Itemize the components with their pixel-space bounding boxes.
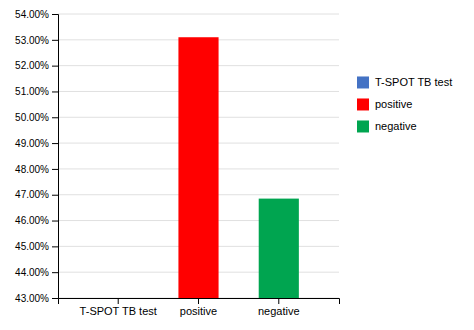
tick-mark [52,169,58,170]
tick-label: 52.00% [15,60,49,71]
y-tick: 44.00% [15,267,58,278]
bar [178,37,218,298]
legend-label: positive [375,98,412,110]
tick-label: 48.00% [15,164,49,175]
legend-swatch [357,76,369,88]
tick-label: 45.00% [15,241,49,252]
tick-mark [52,66,58,67]
tick-label: 54.00% [15,9,49,20]
bars [178,37,298,298]
tick-mark [52,246,58,247]
legend-item: T-SPOT TB test [357,76,452,88]
axis-line [59,299,340,305]
tick-mark [52,117,58,118]
y-axis: 43.00% 44.00% 45.00% 46.00% 47.00% 48.00% 49.0… [15,9,58,304]
legend-item: positive [357,98,412,110]
y-tick: 49.00% [15,138,58,149]
tick-mark [52,298,58,299]
legend-label: T-SPOT TB test [375,76,452,88]
tick-label: T-SPOT TB test [80,305,157,317]
plot: 43.00% 44.00% 45.00% 46.00% 47.00% 48.00% 49.0… [15,9,339,317]
x-tick: positive [180,298,217,317]
y-tick: 53.00% [15,35,58,46]
legend-swatch [357,98,369,110]
tick-mark [118,298,119,304]
tick-label: positive [180,305,217,317]
tick-mark [198,298,199,304]
tick-label: 50.00% [15,112,49,123]
tick-mark [52,272,58,273]
tick-mark [52,14,58,15]
legend-item: negative [357,120,417,132]
tick-label: 43.00% [15,293,49,304]
y-tick: 51.00% [15,86,58,97]
x-tick: T-SPOT TB test [80,298,157,317]
y-tick: 43.00% [15,293,58,304]
y-tick: 48.00% [15,164,58,175]
grid-line [58,14,339,15]
tick-label: negative [258,305,300,317]
legend-label: negative [375,120,417,132]
legend-swatch [357,120,369,132]
x-tick: negative [258,298,300,317]
tick-mark [278,298,279,304]
y-tick: 46.00% [15,215,58,226]
tick-label: 51.00% [15,86,49,97]
legend: T-SPOT TB test positive negative [357,76,452,132]
y-tick: 52.00% [15,60,58,71]
x-axis: T-SPOT TB test positive negative [59,298,340,317]
tick-label: 46.00% [15,215,49,226]
y-tick: 45.00% [15,241,58,252]
y-tick: 54.00% [15,9,58,20]
tick-label: 44.00% [15,267,49,278]
bar [259,199,299,298]
tick-mark [52,195,58,196]
tick-label: 53.00% [15,35,49,46]
chart: 43.00% 44.00% 45.00% 46.00% 47.00% 48.00% 49.0… [0,0,474,330]
tick-label: 47.00% [15,189,49,200]
tick-mark [52,91,58,92]
y-tick: 50.00% [15,112,58,123]
tick-mark [52,143,58,144]
axis-line [52,15,59,299]
tick-mark [52,40,58,41]
tick-label: 49.00% [15,138,49,149]
grid [58,14,339,298]
y-tick: 47.00% [15,189,58,200]
tick-mark [52,221,58,222]
